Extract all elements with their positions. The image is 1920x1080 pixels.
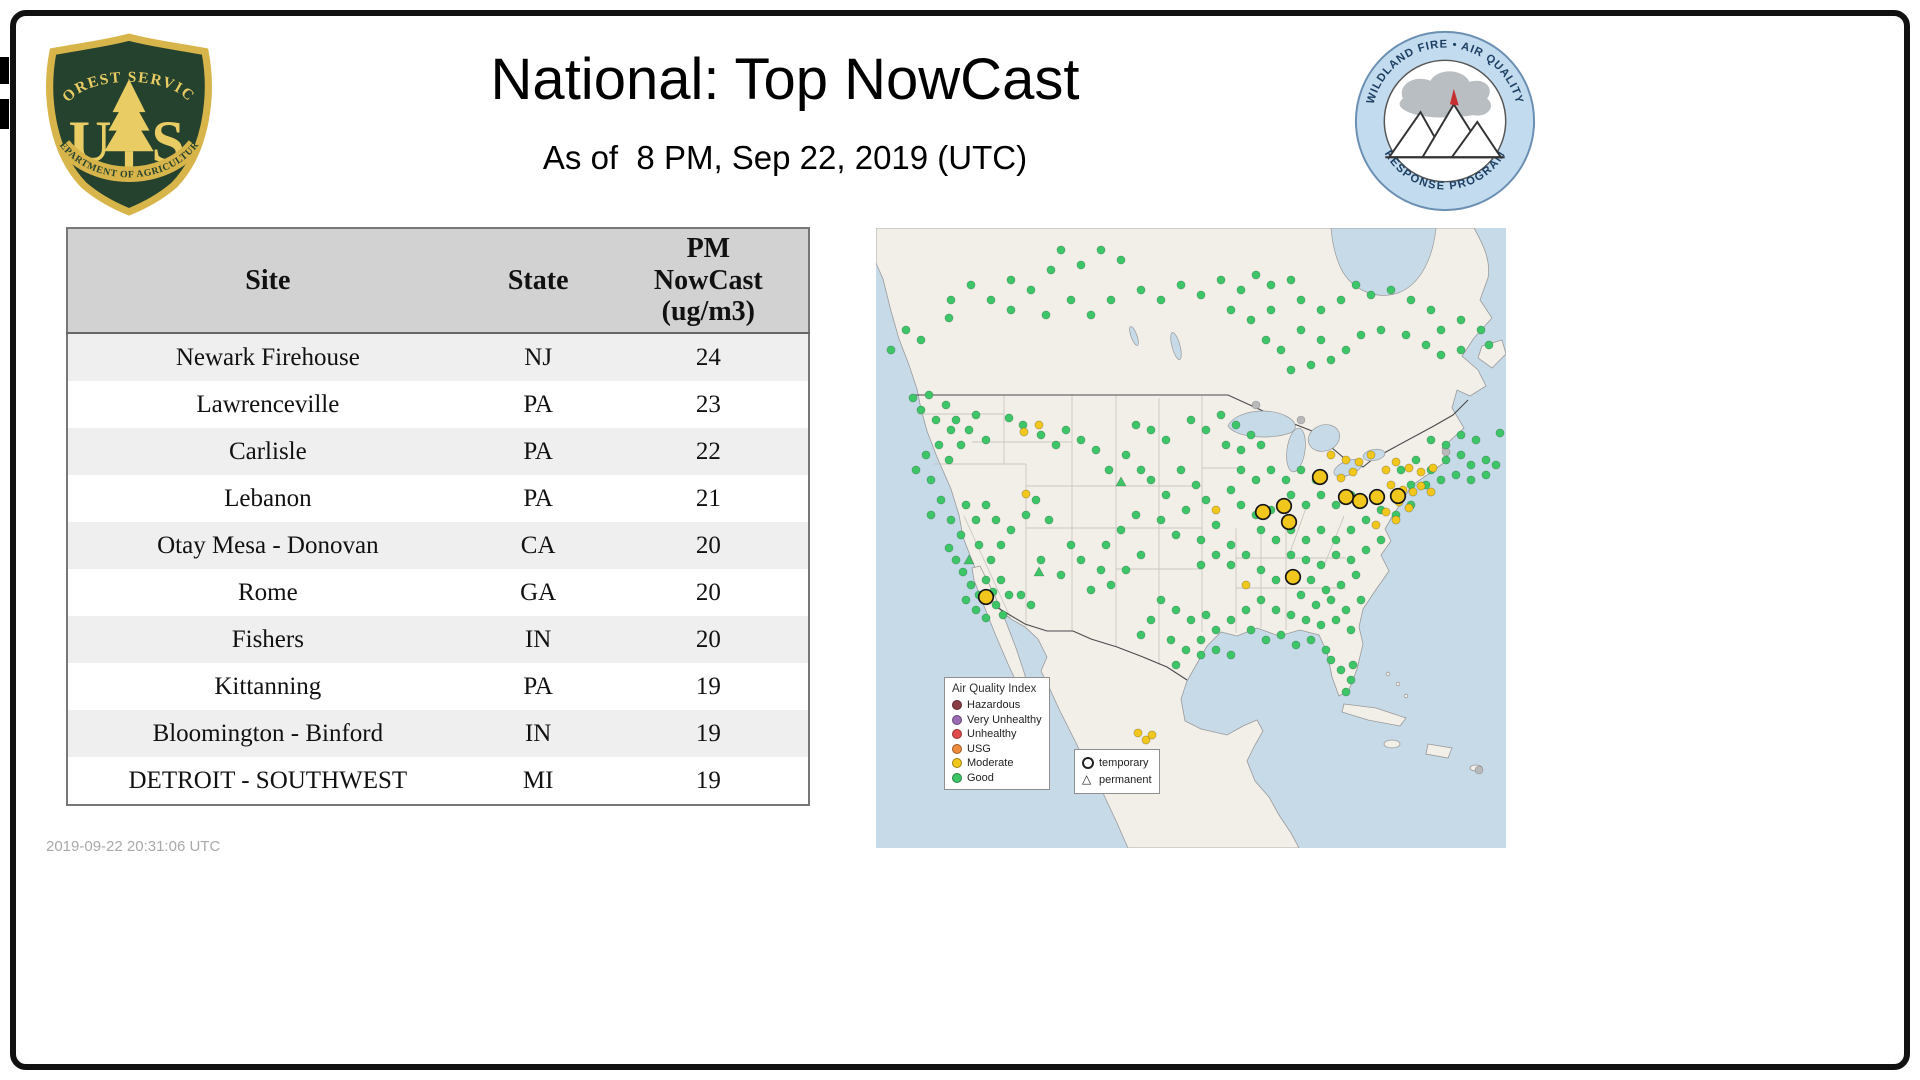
table-row: Lawrenceville PA 23 <box>67 381 809 428</box>
edge-mark <box>0 99 9 129</box>
aqi-legend-label: Moderate <box>967 757 1014 769</box>
table-row: Newark Firehouse NJ 24 <box>67 333 809 381</box>
aqi-legend: Air Quality Index Hazardous Very Unhealt… <box>944 677 1050 790</box>
national-borders <box>914 394 1469 681</box>
aqi-legend-label: Hazardous <box>967 699 1021 711</box>
site-cell: Newark Firehouse <box>175 343 360 371</box>
aqi-legend-item: USG <box>952 742 1042 757</box>
state-cell: MI <box>522 766 554 794</box>
state-cell: PA <box>523 437 553 465</box>
table-row: Otay Mesa - Donovan CA 20 <box>67 522 809 569</box>
wildland-fire-air-quality-logo: WILDLAND FIRE • AIR QUALITY RESPONSE PRO… <box>1354 30 1536 212</box>
pm-cell: 21 <box>695 484 721 512</box>
map-markers <box>886 245 1505 775</box>
site-cell: Kittanning <box>214 672 322 700</box>
pm-cell: 20 <box>695 578 721 606</box>
col-header-state: State <box>467 228 609 334</box>
aqi-legend-item: Moderate <box>952 756 1042 771</box>
site-cell: Rome <box>237 578 298 606</box>
table-header-row: Site State PM NowCast (ug/m3) <box>67 228 809 334</box>
col-header-site: Site <box>67 228 468 334</box>
aqi-color-dot <box>952 743 962 754</box>
table-row: Lebanon PA 21 <box>67 475 809 522</box>
marker-type-label: temporary <box>1099 757 1149 769</box>
edge-mark <box>0 57 9 84</box>
state-cell: NJ <box>524 343 553 371</box>
temporary-circle-icon <box>1082 757 1094 769</box>
aqi-legend-item: Hazardous <box>952 698 1042 713</box>
marker-type-legend: temporary permanent <box>1074 749 1160 794</box>
site-cell: Otay Mesa - Donovan <box>157 531 379 559</box>
forest-service-logo: FOREST SERVICE U S DEPARTMENT OF AGRICUL… <box>36 30 212 216</box>
pm-cell: 22 <box>695 437 721 465</box>
table-row: Kittanning PA 19 <box>67 663 809 710</box>
header: National: Top NowCast As of 8 PM, Sep 22… <box>0 47 1570 177</box>
site-cell: Lebanon <box>224 484 312 512</box>
aqi-color-dot <box>952 700 962 711</box>
table-row: Bloomington - Binford IN 19 <box>67 710 809 757</box>
state-cell: PA <box>523 390 553 418</box>
permanent-triangle-icon <box>1082 771 1094 788</box>
pm-cell: 19 <box>695 719 721 747</box>
state-cell: IN <box>524 719 552 747</box>
smoke-cloud-icon <box>1399 71 1492 118</box>
mountains-icon <box>1385 102 1505 159</box>
pm-cell: 20 <box>695 531 721 559</box>
table-row: Carlisle PA 22 <box>67 428 809 475</box>
site-cell: Bloomington - Binford <box>152 719 384 747</box>
state-cell: CA <box>520 531 556 559</box>
aqi-color-dot <box>952 772 962 783</box>
us-map <box>876 228 1506 848</box>
pm-cell: 19 <box>695 766 721 794</box>
table-row: DETROIT - SOUTHWEST MI 19 <box>67 757 809 805</box>
pine-tree-icon <box>104 79 154 174</box>
marker-type-item: permanent <box>1082 771 1152 788</box>
lakes <box>1129 228 1437 477</box>
site-cell: Fishers <box>231 625 304 653</box>
generation-timestamp: 2019-09-22 20:31:06 UTC <box>46 838 221 855</box>
marker-type-item: temporary <box>1082 755 1152 771</box>
pm-cell: 20 <box>695 625 721 653</box>
top-nowcast-table: Site State PM NowCast (ug/m3) Newark Fir… <box>66 227 810 806</box>
state-cell: PA <box>523 484 553 512</box>
page-title: National: Top NowCast <box>490 47 1080 112</box>
aqi-legend-label: Very Unhealthy <box>967 713 1042 726</box>
aqi-legend-item: Good <box>952 771 1042 786</box>
aqi-legend-label: Unhealthy <box>967 728 1017 740</box>
pm-cell: 23 <box>695 390 721 418</box>
pm-cell: 19 <box>695 672 721 700</box>
aqi-legend-item: Very Unhealthy <box>952 713 1042 728</box>
aqi-color-dot <box>952 714 962 725</box>
site-cell: DETROIT - SOUTHWEST <box>128 766 408 794</box>
aqi-color-dot <box>952 758 962 769</box>
state-cell: PA <box>523 672 553 700</box>
aqi-legend-label: USG <box>967 742 991 755</box>
flame-icon <box>1449 88 1459 106</box>
table-row: Fishers IN 20 <box>67 616 809 663</box>
page-subtitle: As of 8 PM, Sep 22, 2019 (UTC) <box>542 138 1028 176</box>
aqi-color-dot <box>952 729 962 740</box>
table-row: Rome GA 20 <box>67 569 809 616</box>
state-cell: GA <box>520 578 557 606</box>
aqi-legend-label: Good <box>967 771 994 784</box>
aqi-legend-title: Air Quality Index <box>952 683 1037 695</box>
aqi-legend-item: Unhealthy <box>952 727 1042 742</box>
marker-type-label: permanent <box>1099 773 1152 786</box>
pm-cell: 24 <box>695 343 721 371</box>
col-header-pm: PM NowCast (ug/m3) <box>608 228 809 334</box>
state-cell: IN <box>524 625 552 653</box>
site-cell: Lawrenceville <box>196 390 340 418</box>
site-cell: Carlisle <box>228 437 307 465</box>
aqi-map: Air Quality Index Hazardous Very Unhealt… <box>876 228 1506 848</box>
